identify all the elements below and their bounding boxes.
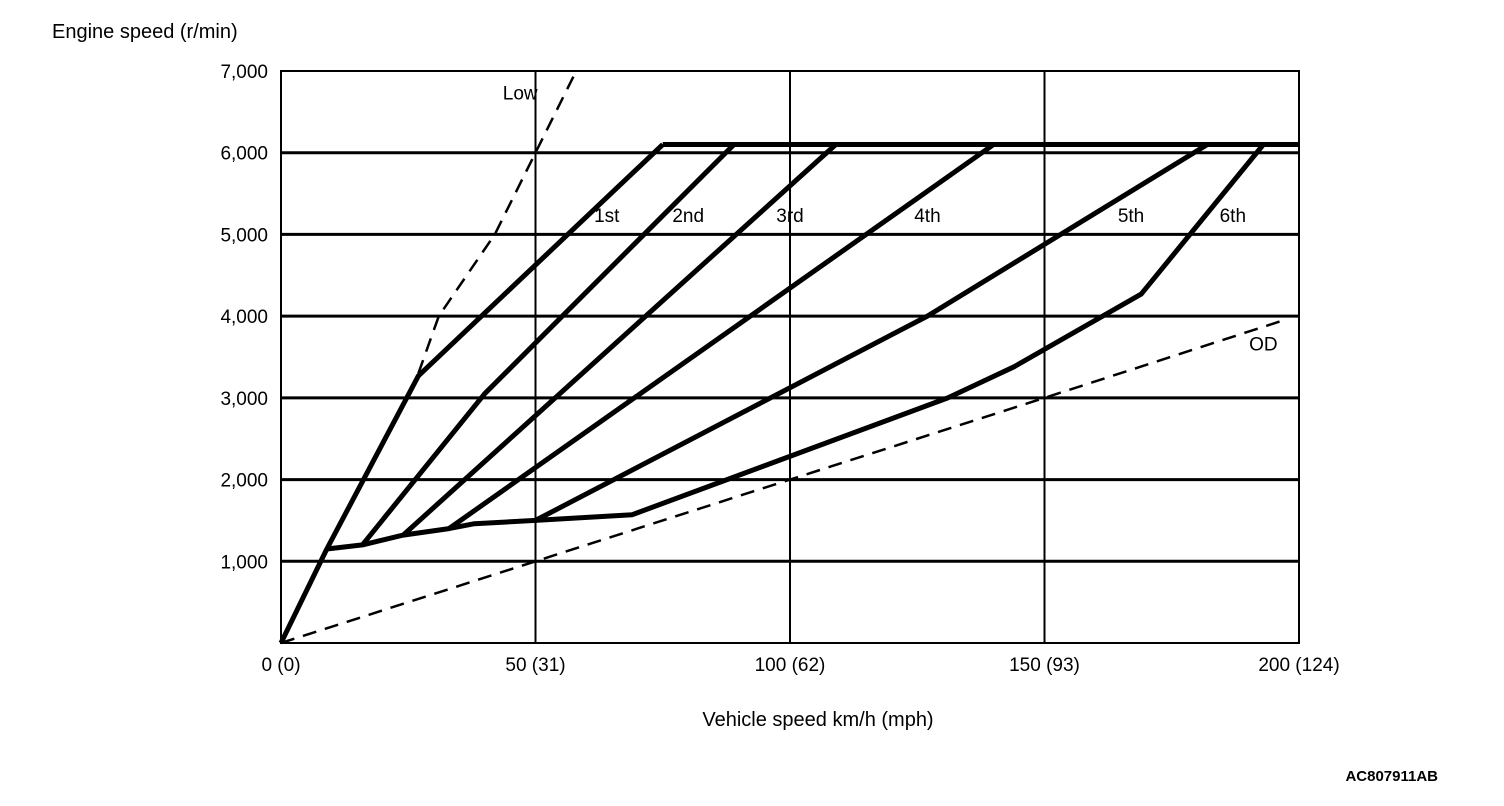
y-tick-label: 3,000 — [220, 389, 268, 410]
x-tick-label: 200 (124) — [1258, 655, 1339, 676]
y-tick-label: 5,000 — [220, 225, 268, 246]
series-label-6th: 6th — [1220, 206, 1246, 227]
series-label-5th: 5th — [1118, 206, 1144, 227]
series-line-6th — [535, 142, 1266, 523]
y-tick-label: 7,000 — [220, 62, 268, 83]
series-label-low: Low — [503, 84, 538, 105]
x-tick-label: 150 (93) — [1009, 655, 1080, 676]
series-line-4th — [402, 142, 996, 538]
y-tick-label: 6,000 — [220, 144, 268, 165]
x-axis-title: Vehicle speed km/h (mph) — [702, 709, 933, 731]
plot-frame — [280, 70, 1300, 644]
plot-border — [280, 70, 1300, 644]
series-line-2nd — [326, 142, 736, 552]
y-tick-label: 1,000 — [220, 552, 268, 573]
y-tick-label: 4,000 — [220, 307, 268, 328]
figure-code: AC807911AB — [1345, 768, 1438, 785]
y-tick-labels: 1,000 2,000 3,000 4,000 5,000 6,000 7,000 — [220, 62, 268, 573]
x-tick-label: 50 (31) — [505, 655, 565, 676]
x-tick-label: 100 (62) — [755, 655, 826, 676]
series-lines — [278, 70, 1299, 645]
series-label-4th: 4th — [914, 206, 940, 227]
series-labels: Low OD 1st 2nd 3rd 4th 5th 6th — [503, 84, 1278, 356]
series-line-1st — [278, 142, 665, 645]
y-tick-label: 2,000 — [220, 471, 268, 492]
x-tick-label: 0 (0) — [261, 655, 300, 676]
series-label-2nd: 2nd — [672, 206, 704, 227]
grid-lines — [281, 71, 1299, 643]
series-label-3rd: 3rd — [776, 206, 803, 227]
y-axis-title: Engine speed (r/min) — [52, 21, 238, 43]
series-line-od — [280, 319, 1285, 645]
series-line-5th — [448, 142, 1209, 532]
series-line-low — [417, 70, 578, 374]
x-tick-labels: 0 (0) 50 (31) 100 (62) 150 (93) 200 (124) — [261, 655, 1339, 676]
series-label-1st: 1st — [594, 206, 620, 227]
series-label-od: OD — [1249, 334, 1278, 355]
